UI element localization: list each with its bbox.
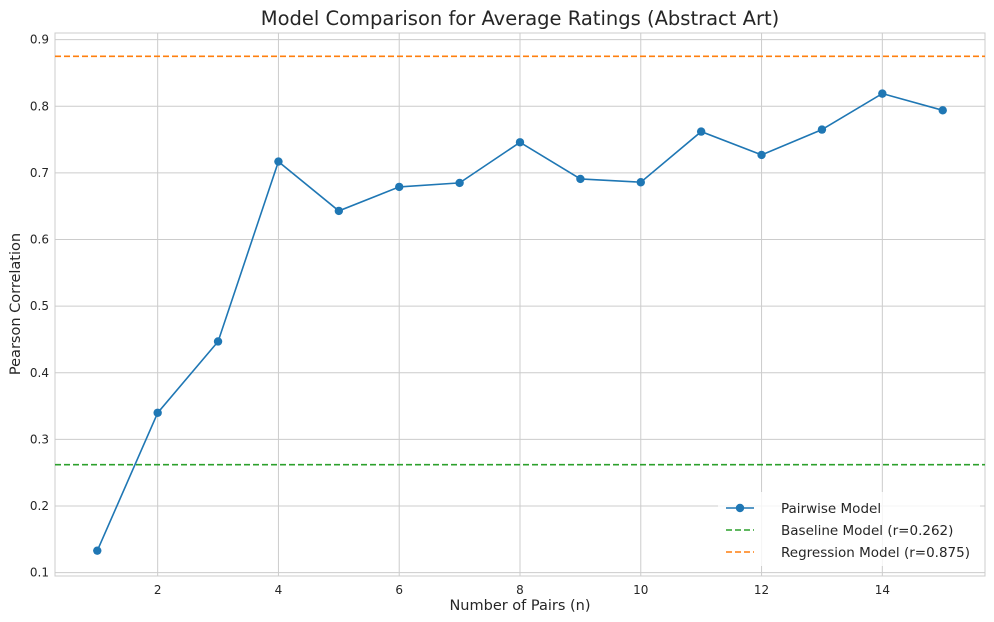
y-tick-label: 0.3 [30, 432, 49, 446]
x-tick-label: 14 [875, 583, 890, 597]
chart-title: Model Comparison for Average Ratings (Ab… [261, 7, 779, 30]
x-tick-label: 6 [395, 583, 403, 597]
y-tick-label: 0.5 [30, 299, 49, 313]
data-point [274, 157, 283, 166]
data-point [938, 106, 947, 115]
data-point [395, 182, 404, 192]
y-tick-label: 0.4 [30, 366, 49, 380]
x-axis-label: Number of Pairs (n) [449, 598, 590, 614]
data-point [153, 408, 162, 417]
data-point [213, 337, 223, 346]
x-tick-label: 10 [633, 583, 648, 597]
y-tick-label: 0.7 [30, 166, 49, 180]
legend-pairwise-marker [735, 503, 745, 513]
y-tick-label: 0.2 [30, 499, 49, 513]
legend-box [718, 492, 980, 566]
plot-frame [54, 32, 986, 577]
y-tick-label: 0.6 [30, 233, 49, 247]
legend-pairwise-label: Pairwise Model [781, 501, 881, 517]
data-point [334, 206, 344, 216]
y-tick-labels: 0.1 0.2 0.3 0.4 0.5 0.6 0.7 0.8 0.9 [30, 33, 49, 580]
y-axis-label: Pearson Correlation [8, 233, 24, 375]
data-point [696, 127, 706, 136]
y-tick-label: 0.8 [30, 99, 49, 113]
series-group [93, 89, 947, 555]
x-tick-label: 4 [275, 583, 283, 597]
data-point [576, 174, 585, 184]
data-point [515, 138, 525, 147]
data-point [757, 150, 766, 160]
data-point [93, 546, 102, 555]
x-tick-label: 2 [154, 583, 162, 597]
data-point [455, 178, 464, 188]
grid [55, 33, 985, 576]
legend-regression-label: Regression Model (r=0.875) [781, 545, 970, 561]
y-tick-label: 0.9 [30, 33, 49, 47]
x-tick-labels: 2 4 6 8 10 12 14 [154, 583, 890, 597]
data-point [817, 125, 827, 134]
y-tick-label: 0.1 [30, 566, 49, 580]
reference-lines [55, 55, 985, 466]
x-tick-label: 8 [516, 583, 524, 597]
legend-baseline-label: Baseline Model (r=0.262) [781, 523, 953, 539]
data-point [636, 178, 645, 187]
data-point [878, 89, 887, 98]
legend: Pairwise Model Baseline Model (r=0.262) … [718, 492, 980, 566]
x-tick-label: 12 [754, 583, 769, 597]
